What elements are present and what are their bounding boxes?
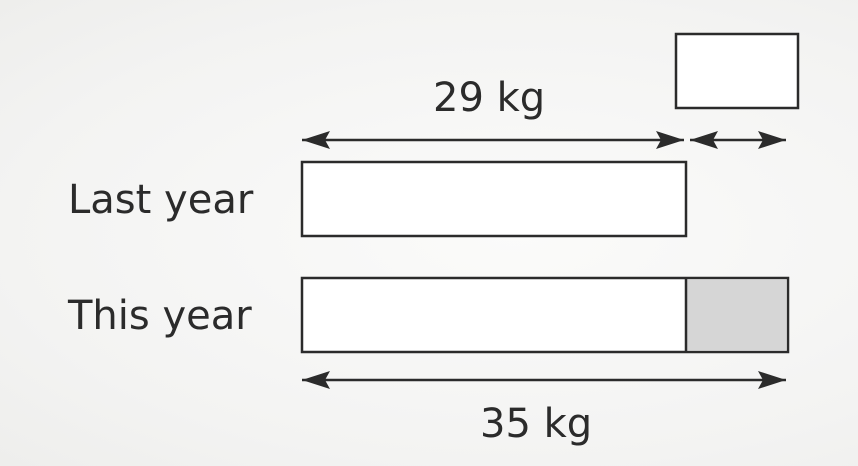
bar-last-year	[300, 160, 688, 238]
measure-bottom-label: 35 kg	[480, 401, 593, 447]
arrow-35kg	[302, 371, 786, 389]
arrow-29kg	[302, 131, 684, 149]
arrow-difference	[690, 131, 786, 149]
row-label-this-year: This year	[68, 293, 252, 339]
answer-box	[674, 32, 800, 110]
row-label-last-year: Last year	[68, 177, 254, 223]
bar-this-year-shaded-part	[686, 279, 787, 351]
measure-top-label: 29 kg	[433, 75, 546, 121]
bar-this-year	[300, 276, 790, 354]
